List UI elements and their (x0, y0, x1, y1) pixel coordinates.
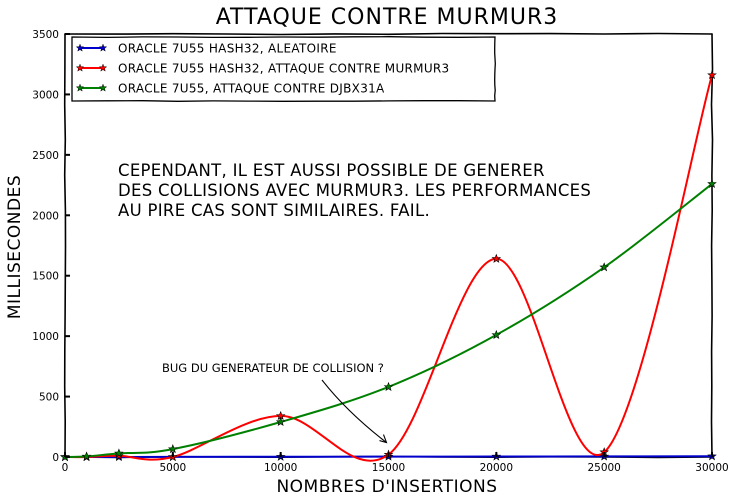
note-line: des collisions avec Murmur3. Les perform… (118, 181, 591, 200)
bug-annotation-text: Bug du generateur de collision ? (162, 361, 384, 375)
y-tick-label: 3000 (32, 89, 59, 101)
y-tick-label: 2000 (32, 210, 59, 222)
plot-border-top (64, 32, 713, 36)
series-point-djbx31a-4 (275, 416, 286, 427)
x-tick-label: 30000 (695, 462, 728, 474)
x-tick-label: 0 (62, 462, 69, 474)
y-tick-label: 1500 (32, 271, 59, 283)
y-tick-label: 2500 (32, 150, 59, 162)
legend-marker-aleatoire (75, 43, 85, 52)
plot-border-left (63, 33, 67, 458)
x-axis-label: Nombres d'insertions (276, 477, 497, 497)
series-point-djbx31a-5 (383, 381, 394, 391)
x-tick-label: 20000 (480, 462, 513, 474)
x-tick-label: 15000 (372, 462, 405, 474)
legend-marker-murmur3 (75, 63, 85, 72)
legend-marker-djbx31a (98, 83, 108, 92)
annotation-note: Cependant, il est aussi possible de gene… (118, 161, 591, 220)
x-tick-label: 25000 (587, 462, 620, 474)
y-axis-label: Millisecondes (5, 175, 25, 319)
series-group (60, 70, 717, 462)
series-point-djbx31a-2 (114, 448, 124, 458)
y-tick-label: 500 (39, 392, 59, 404)
series-point-djbx31a-8 (707, 178, 717, 189)
legend: Oracle 7u55 hash32, aleatoire Oracle 7u55… (71, 36, 496, 102)
y-tick-label: 0 (52, 452, 59, 464)
series-point-djbx31a-1 (81, 451, 92, 461)
series-point-murmur3-6 (491, 253, 502, 263)
legend-marker-djbx31a (75, 83, 85, 92)
y-tick-label: 3500 (32, 29, 59, 41)
y-tick-label: 1000 (32, 331, 59, 343)
series-point-djbx31a-7 (599, 262, 610, 272)
axis-ticks: 0 5000 10000 15000 20000 25000 30000 0 500 1000 15… (32, 29, 728, 474)
annotation-bug: Bug du generateur de collision ? (162, 361, 388, 444)
x-tick-label: 5000 (159, 462, 186, 474)
legend-label-aleatoire: Oracle 7u55 hash32, aleatoire (118, 42, 337, 56)
series-point-djbx31a-3 (167, 444, 178, 454)
note-line: Cependant, il est aussi possible de gene… (118, 161, 545, 180)
legend-label-djbx31a: Oracle 7u55, attaque contre DJBX31A (118, 82, 385, 96)
series-point-djbx31a-6 (491, 329, 502, 340)
legend-marker-murmur3 (98, 63, 108, 72)
legend-label-murmur3: Oracle 7u55 hash32, attaque contre murmu… (118, 62, 450, 76)
series-point-murmur3-8 (707, 70, 717, 80)
x-tick-label: 10000 (264, 462, 297, 474)
series-line-murmur3 (64, 74, 713, 462)
legend-marker-aleatoire (98, 43, 108, 52)
legend-box (71, 36, 496, 102)
plot-border-right (710, 33, 714, 458)
note-line: au pire cas sont similaires. FAIL. (118, 201, 430, 220)
bug-annotation-arrow (321, 379, 387, 444)
bug-annotation-arrowhead (379, 434, 388, 444)
chart-title: Attaque contre Murmur3 (216, 5, 559, 30)
series-line-djbx31a (64, 183, 713, 458)
